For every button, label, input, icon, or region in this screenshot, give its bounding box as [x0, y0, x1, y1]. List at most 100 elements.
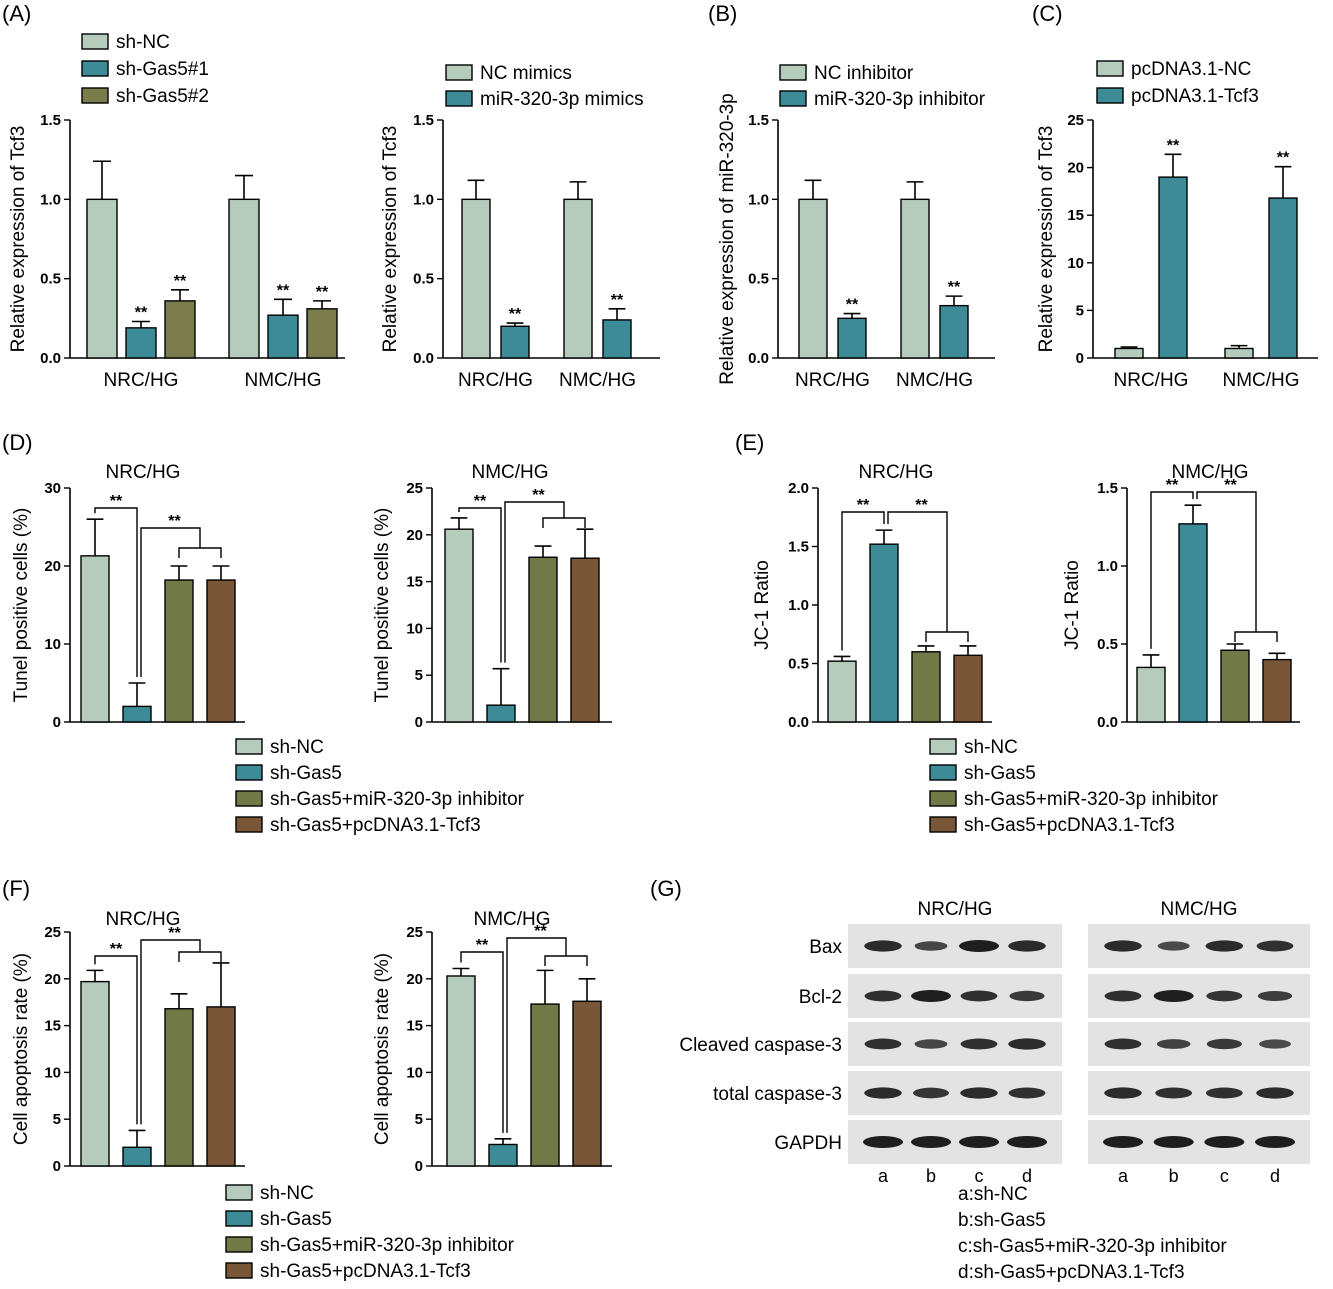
blot-band [1206, 1038, 1242, 1050]
blot-band [863, 1136, 903, 1148]
blot-lane-label: b [1169, 1166, 1179, 1186]
legend-label: sh-Gas5+pcDNA3.1-Tcf3 [260, 1261, 471, 1282]
blot-lane-label: a [878, 1166, 889, 1186]
bar [939, 304, 969, 359]
bar [911, 651, 941, 723]
blot-band [914, 1039, 948, 1049]
bar [206, 579, 236, 723]
y-tick-label: 30 [44, 480, 61, 497]
blot-band [1157, 941, 1190, 951]
panel-label-d: (D) [2, 430, 33, 455]
bar [869, 543, 899, 723]
legend-e: sh-NC sh-Gas5 sh-Gas5+miR-320-3p inhibitor… [929, 737, 1219, 836]
legend-swatch [1096, 87, 1124, 104]
x-category-label: NMC/HG [1222, 370, 1299, 391]
y-tick-label: 1.5 [1097, 480, 1118, 497]
x-category-label: NRC/HG [104, 370, 179, 391]
legend-swatch [225, 1262, 253, 1279]
blot-band [864, 1087, 902, 1099]
y-tick-label: 1.5 [788, 539, 809, 556]
chart-title: NRC/HG [106, 909, 181, 930]
y-axis-label: Relative expression of Tcf3 [8, 126, 29, 353]
legend-label: sh-Gas5 [964, 763, 1036, 784]
bar [500, 325, 530, 359]
bar [164, 579, 194, 723]
y-tick-label: 15 [406, 574, 423, 591]
blot-lane-label: c [1220, 1166, 1229, 1186]
blot-row-label: total caspase-3 [713, 1084, 842, 1105]
y-axis-label: Relative expression of miR-320-3p [717, 93, 738, 384]
panel-label-e: (E) [735, 430, 764, 455]
blot-band [864, 990, 902, 1002]
legend-label: sh-Gas5+pcDNA3.1-Tcf3 [964, 815, 1175, 836]
blot-band [1155, 1087, 1193, 1099]
y-tick-label: 5 [415, 1111, 423, 1128]
chart-a-mir-mimics: 0.0 0.5 1.0 1.5 Relative expression of Tcf3 *… [380, 63, 660, 391]
bar [206, 1006, 236, 1167]
bar [570, 557, 600, 723]
blot-band [911, 990, 951, 1002]
y-tick-label: 1.5 [748, 112, 769, 129]
blot-band [1103, 1136, 1143, 1148]
blot-band [1156, 1039, 1191, 1049]
y-tick-label: 10 [406, 1064, 423, 1081]
blot-lane-label: b [926, 1166, 936, 1186]
significance-label: ** [1167, 137, 1180, 154]
y-tick-label: 15 [406, 1018, 423, 1035]
significance-label: ** [168, 925, 181, 942]
significance-label: ** [857, 497, 870, 514]
y-tick-label: 1.0 [413, 191, 434, 208]
blot-band [1104, 940, 1142, 952]
significance-bracket [925, 631, 969, 642]
blot-band [911, 1136, 951, 1148]
bar [80, 555, 110, 723]
y-tick-label: 0 [53, 1158, 61, 1175]
bar [488, 1143, 518, 1167]
y-tick-label: 1.0 [40, 191, 61, 208]
y-tick-label: 10 [1067, 255, 1084, 272]
significance-label: ** [316, 284, 329, 301]
significance-bracket [1150, 491, 1194, 649]
blot-band [1256, 1087, 1294, 1099]
y-tick-label: 25 [406, 924, 423, 941]
x-category-label: NMC/HG [559, 370, 636, 391]
bar [837, 317, 867, 359]
y-tick-label: 25 [44, 924, 61, 941]
blot-row-label: Bcl-2 [799, 987, 842, 1008]
blot-row-label: GAPDH [774, 1133, 842, 1154]
bar [461, 198, 491, 359]
blot-group-label: NMC/HG [1160, 899, 1237, 920]
bar [1262, 658, 1292, 723]
legend-swatch [81, 33, 109, 50]
legend-label: pcDNA3.1-NC [1131, 59, 1251, 80]
chart-c-pcdna-tcf3: 0 5 10 15 20 25 Relative expression of Tcf3 ** *… [1036, 59, 1318, 391]
significance-bracket [140, 527, 201, 677]
blot-band [1205, 1087, 1243, 1099]
significance-bracket [887, 511, 948, 632]
y-tick-label: 20 [1067, 160, 1084, 177]
blot-band [913, 1087, 949, 1099]
y-tick-label: 0 [415, 714, 423, 731]
legend-swatch [225, 1236, 253, 1253]
chart-d-nmc-tunel: 0 5 10 15 20 25 Tunel positive cells (%) NMC/HG… [372, 462, 612, 731]
chart-title: NMC/HG [471, 462, 548, 483]
y-tick-label: 0.5 [40, 271, 61, 288]
panel-label-c: (C) [1032, 1, 1063, 26]
blot-band [1009, 990, 1045, 1002]
y-tick-label: 0.5 [1097, 636, 1118, 653]
significance-label: ** [1166, 477, 1179, 494]
significance-bracket [178, 951, 222, 962]
legend-swatch [235, 790, 263, 807]
legend-swatch [81, 60, 109, 77]
legend-swatch [929, 738, 957, 755]
significance-bracket [1234, 631, 1278, 642]
blot-band [1104, 990, 1142, 1002]
blot-group-label: NRC/HG [918, 899, 993, 920]
bar [1136, 666, 1166, 723]
legend-label: NC mimics [480, 63, 572, 84]
blot-band [914, 941, 948, 951]
y-tick-label: 5 [53, 1111, 61, 1128]
blot-band [1206, 990, 1243, 1002]
y-axis-label: Relative expression of Tcf3 [380, 126, 401, 353]
